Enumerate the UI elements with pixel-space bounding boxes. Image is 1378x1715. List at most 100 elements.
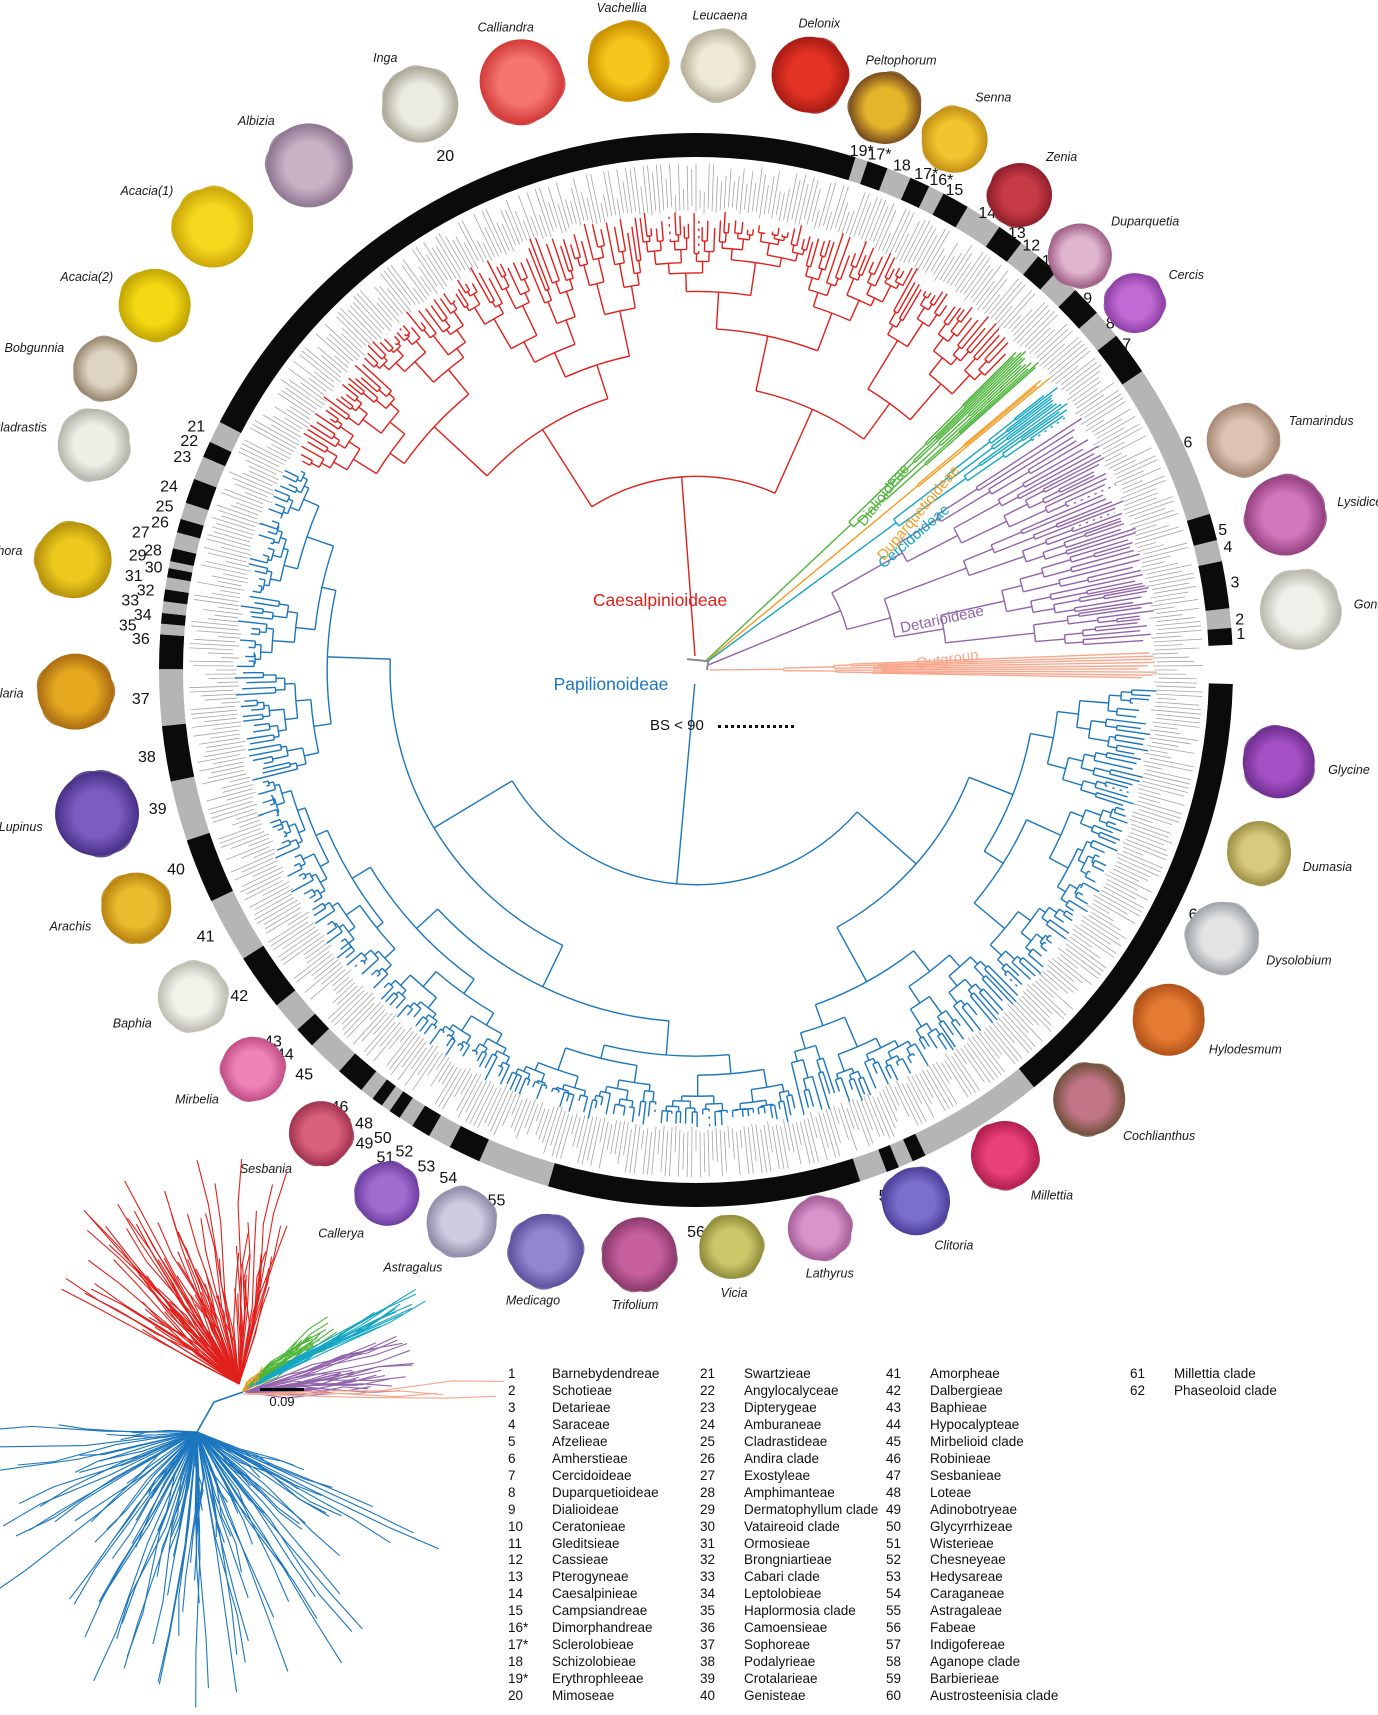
taxon-tick xyxy=(218,606,239,611)
branch-arc xyxy=(1074,891,1079,898)
genus-label: Cladrastis xyxy=(0,420,47,434)
taxon-tick xyxy=(1093,427,1125,446)
branch xyxy=(913,438,937,462)
branch xyxy=(1080,870,1087,875)
branch xyxy=(1041,917,1049,923)
branch xyxy=(565,291,576,318)
branch xyxy=(543,1083,546,1086)
taxon-tick xyxy=(342,996,376,1030)
taxon-tick xyxy=(189,660,233,663)
taxon-tick xyxy=(707,163,710,209)
branch xyxy=(294,853,301,859)
flower-blob xyxy=(426,1187,497,1258)
branch xyxy=(306,536,334,547)
ring-number: 41 xyxy=(197,928,215,945)
branch xyxy=(946,441,991,476)
taxon-tick xyxy=(341,328,363,349)
ring-number: 35 xyxy=(119,617,137,634)
branch-arc xyxy=(431,1023,437,1028)
taxon-label-ring xyxy=(189,163,1203,1177)
flower-photo xyxy=(970,1120,1041,1191)
branch-arc xyxy=(285,820,292,833)
legend-item-number: 58 xyxy=(886,1654,902,1670)
branch xyxy=(389,995,399,1006)
branch xyxy=(990,430,1008,444)
branch-arc xyxy=(482,1050,487,1055)
branch xyxy=(922,1036,930,1047)
inset-branch xyxy=(234,1288,240,1385)
branch xyxy=(402,325,411,334)
taxon-tick xyxy=(1008,1010,1029,1033)
branch xyxy=(1092,839,1118,852)
branch xyxy=(382,363,390,371)
taxon-tick xyxy=(234,860,278,881)
branch xyxy=(885,463,926,500)
branch xyxy=(1058,471,1095,490)
taxon-tick xyxy=(669,163,673,207)
taxon-tick xyxy=(775,191,781,215)
branch xyxy=(378,389,387,398)
branch xyxy=(329,406,348,421)
taxon-tick xyxy=(316,333,350,364)
taxon-tick xyxy=(222,784,254,793)
branch xyxy=(237,620,267,625)
flower-photo xyxy=(171,185,254,268)
genus-label: Senna xyxy=(975,90,1011,104)
branch xyxy=(249,595,280,603)
taxon-tick xyxy=(510,1099,523,1128)
inset-branch xyxy=(196,1431,289,1672)
taxon-tick xyxy=(755,1124,763,1173)
branch xyxy=(643,213,648,237)
taxon-tick xyxy=(221,515,256,528)
taxon-tick xyxy=(1152,721,1200,728)
branch xyxy=(1066,484,1117,508)
branch xyxy=(1105,824,1123,833)
taxon-tick xyxy=(1142,555,1171,564)
branch xyxy=(367,344,383,360)
legend-item: 27 Exostyleae xyxy=(700,1468,878,1485)
flower-blob xyxy=(882,1167,951,1236)
taxon-tick xyxy=(863,1096,881,1137)
inset-branch xyxy=(242,1390,444,1396)
taxon-tick xyxy=(1027,327,1051,350)
taxon-tick xyxy=(1144,764,1163,770)
taxon-tick xyxy=(190,705,235,711)
branch xyxy=(367,352,379,364)
branch xyxy=(1068,899,1088,913)
branch-arc xyxy=(751,1083,783,1091)
branch xyxy=(1098,819,1108,825)
branch-arc xyxy=(552,1087,560,1091)
taxon-tick xyxy=(703,1132,706,1173)
taxon-tick xyxy=(353,302,383,334)
branch xyxy=(248,743,281,751)
branch xyxy=(583,1090,587,1097)
flower-photo xyxy=(157,960,230,1034)
taxon-tick xyxy=(306,944,332,964)
taxon-tick xyxy=(1114,455,1156,476)
legend-item: 6 Amherstieae xyxy=(508,1451,659,1468)
ring-segment xyxy=(902,1133,926,1162)
taxon-tick xyxy=(1149,737,1191,745)
flower-blob xyxy=(587,21,668,102)
branch xyxy=(1091,830,1100,835)
branch xyxy=(853,1078,863,1101)
branch xyxy=(645,241,649,252)
branch xyxy=(310,462,320,468)
branch xyxy=(319,861,330,868)
branch xyxy=(378,967,383,973)
inset-branch xyxy=(218,1258,240,1385)
inset-branch xyxy=(196,1431,343,1664)
ring-segment xyxy=(161,723,195,782)
legend-item: 50 Glycyrrhizeae xyxy=(886,1519,1058,1536)
branch-arc xyxy=(956,318,962,323)
branch-arc xyxy=(1042,498,1046,504)
branch xyxy=(918,1038,926,1050)
branch xyxy=(486,260,503,291)
taxon-tick xyxy=(431,247,453,281)
taxon-tick xyxy=(1145,769,1192,781)
branch-arc xyxy=(1069,557,1073,563)
ring-number: 53 xyxy=(418,1159,436,1176)
taxon-tick xyxy=(669,1127,673,1177)
branch-arc xyxy=(973,356,978,361)
branch xyxy=(1042,457,1105,490)
